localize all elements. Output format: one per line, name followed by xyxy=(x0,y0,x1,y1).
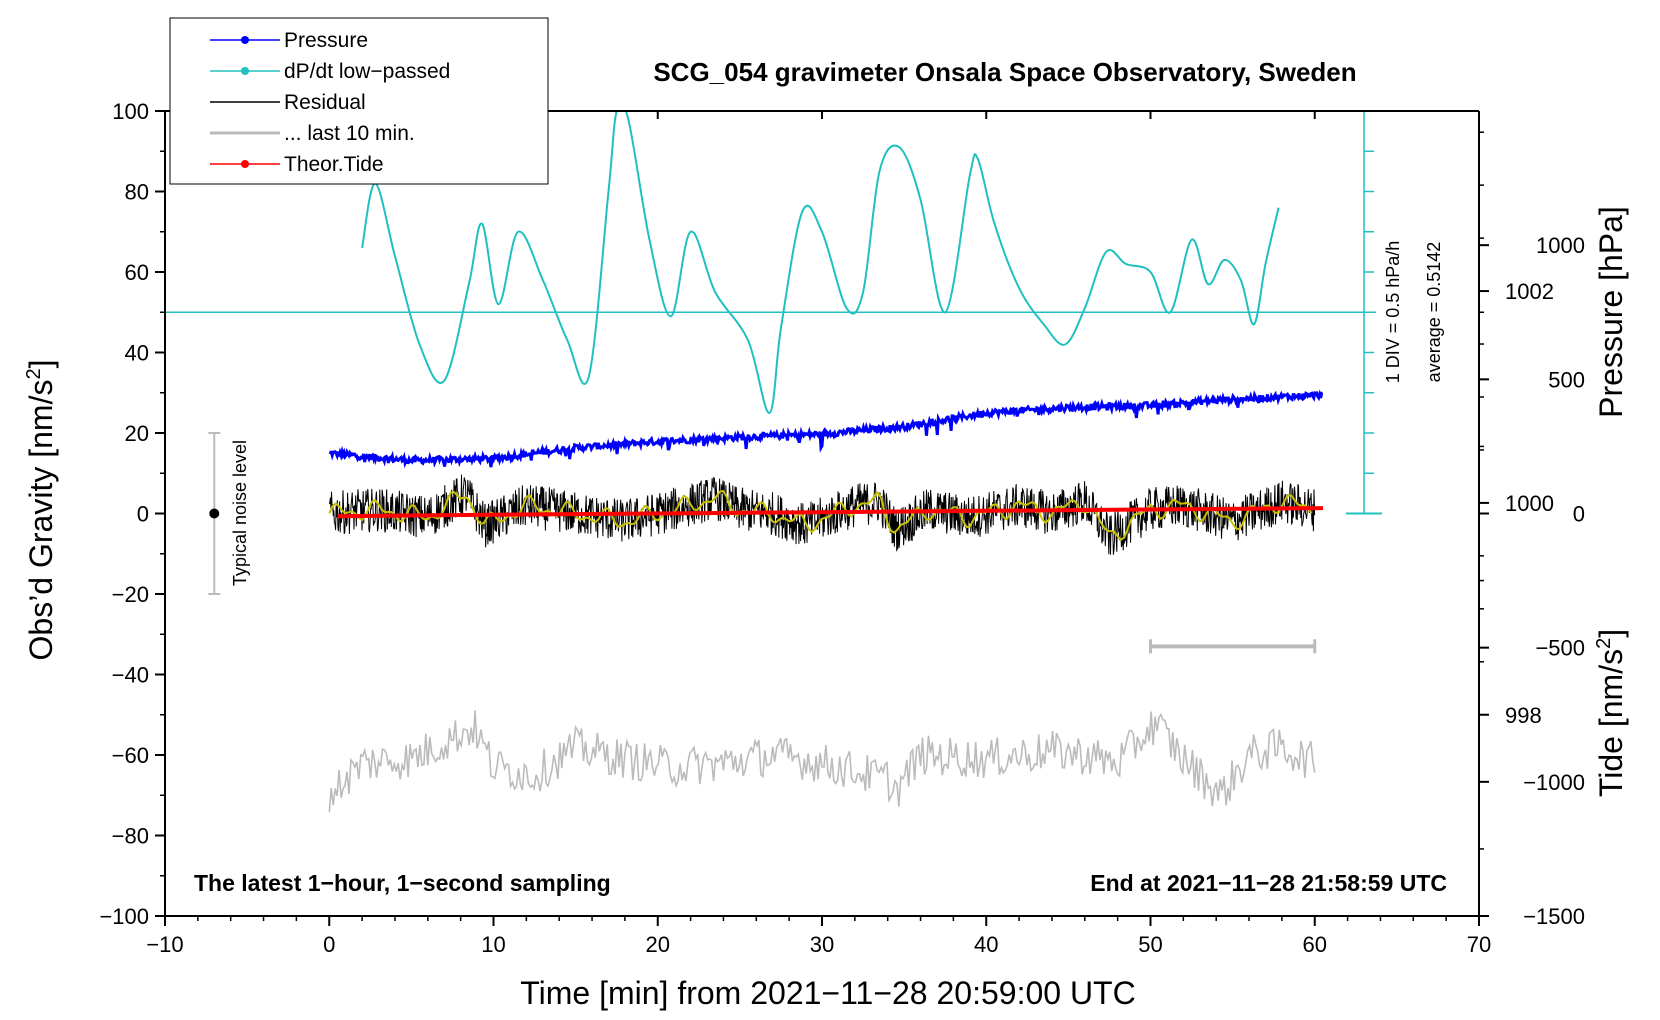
noise-level-label: Typical noise level xyxy=(230,440,250,586)
y-tick-label: 80 xyxy=(125,180,149,205)
y-tick-label: 60 xyxy=(125,260,149,285)
y-axis-tide-label-text: Tide [nm/s xyxy=(1593,649,1629,797)
legend-label: dP/dt low−passed xyxy=(284,60,450,83)
y-tick-label: −60 xyxy=(112,743,149,768)
legend-marker xyxy=(241,36,249,44)
y-tick-label: 0 xyxy=(137,502,149,527)
legend-label: Residual xyxy=(284,91,366,114)
y-tick-label: −80 xyxy=(112,824,149,849)
chart-title: SCG_054 gravimeter Onsala Space Observat… xyxy=(653,57,1356,87)
tide-line xyxy=(337,506,1324,519)
x-tick-label: 10 xyxy=(481,932,505,957)
legend: Pressure dP/dt low−passed Residual ... last… xyxy=(169,17,549,185)
pressure-tick-label: 1000 xyxy=(1505,491,1554,516)
legend-label: ... last 10 min. xyxy=(284,122,415,145)
x-tick-label: 0 xyxy=(323,932,335,957)
tide-tick-label: −1500 xyxy=(1523,904,1585,929)
y-axis-tide-label-sup: 2 xyxy=(1593,638,1615,649)
x-axis-label: Time [min] from 2021−11−28 20:59:00 UTC xyxy=(520,975,1135,1011)
y-tick-label: 40 xyxy=(125,341,149,366)
dpdt-line xyxy=(361,111,1280,414)
y-axis-tide-label: Tide [nm/s2] xyxy=(1593,629,1629,797)
y-axis-tide-label-close: ] xyxy=(1593,629,1629,638)
x-tick-label: 20 xyxy=(646,932,670,957)
y-axis-left-label-close: ] xyxy=(23,360,59,369)
tide-tick-label: −500 xyxy=(1535,636,1585,661)
y-axis-left-label-text: Obs’d Gravity [nm/s xyxy=(23,380,59,661)
dpdt-div-label: 1 DIV = 0.5 hPa/h xyxy=(1383,241,1403,384)
x-tick-label: 70 xyxy=(1467,932,1491,957)
y-tick-label: −20 xyxy=(112,582,149,607)
x-tick-label: −10 xyxy=(146,932,183,957)
note-bottom-right: End at 2021−11−28 21:58:59 UTC xyxy=(1090,870,1447,896)
x-tick-label: 60 xyxy=(1303,932,1327,957)
y-axis-left-label-sup: 2 xyxy=(23,368,45,379)
y-axis-pressure-label: Pressure [hPa] xyxy=(1593,206,1629,418)
legend-label: Pressure xyxy=(284,29,368,52)
y-tick-label: 100 xyxy=(112,99,149,124)
last10-line xyxy=(328,710,1316,813)
legend-box xyxy=(169,17,549,185)
y-tick-label: −40 xyxy=(112,663,149,688)
pressure-tick-label: 998 xyxy=(1505,703,1542,728)
y-tick-label: −100 xyxy=(99,904,149,929)
note-bottom-left: The latest 1−hour, 1−second sampling xyxy=(194,870,611,896)
x-tick-label: 50 xyxy=(1138,932,1162,957)
chart-marks xyxy=(165,111,1377,813)
tide-tick-label: 500 xyxy=(1548,367,1585,392)
dpdt-average-label: average = 0.5142 xyxy=(1424,242,1444,383)
y-axis-left-label: Obs’d Gravity [nm/s2] xyxy=(23,360,59,661)
legend-marker xyxy=(241,160,249,168)
chart-axes: −10 0 10 20 30 40 50 60 70−100−80−60−40−20020406… xyxy=(99,99,1585,957)
tide-tick-label: 0 xyxy=(1573,502,1585,527)
legend-marker xyxy=(241,67,249,75)
noise-bar-center xyxy=(209,508,220,519)
x-tick-label: 30 xyxy=(810,932,834,957)
legend-label: Theor.Tide xyxy=(284,153,384,176)
y-tick-label: 20 xyxy=(125,421,149,446)
pressure-tick-label: 1002 xyxy=(1505,279,1554,304)
x-tick-label: 40 xyxy=(974,932,998,957)
pressure-line xyxy=(328,389,1324,469)
tide-tick-label: −1000 xyxy=(1523,770,1585,795)
tide-tick-label: 1000 xyxy=(1536,233,1585,258)
